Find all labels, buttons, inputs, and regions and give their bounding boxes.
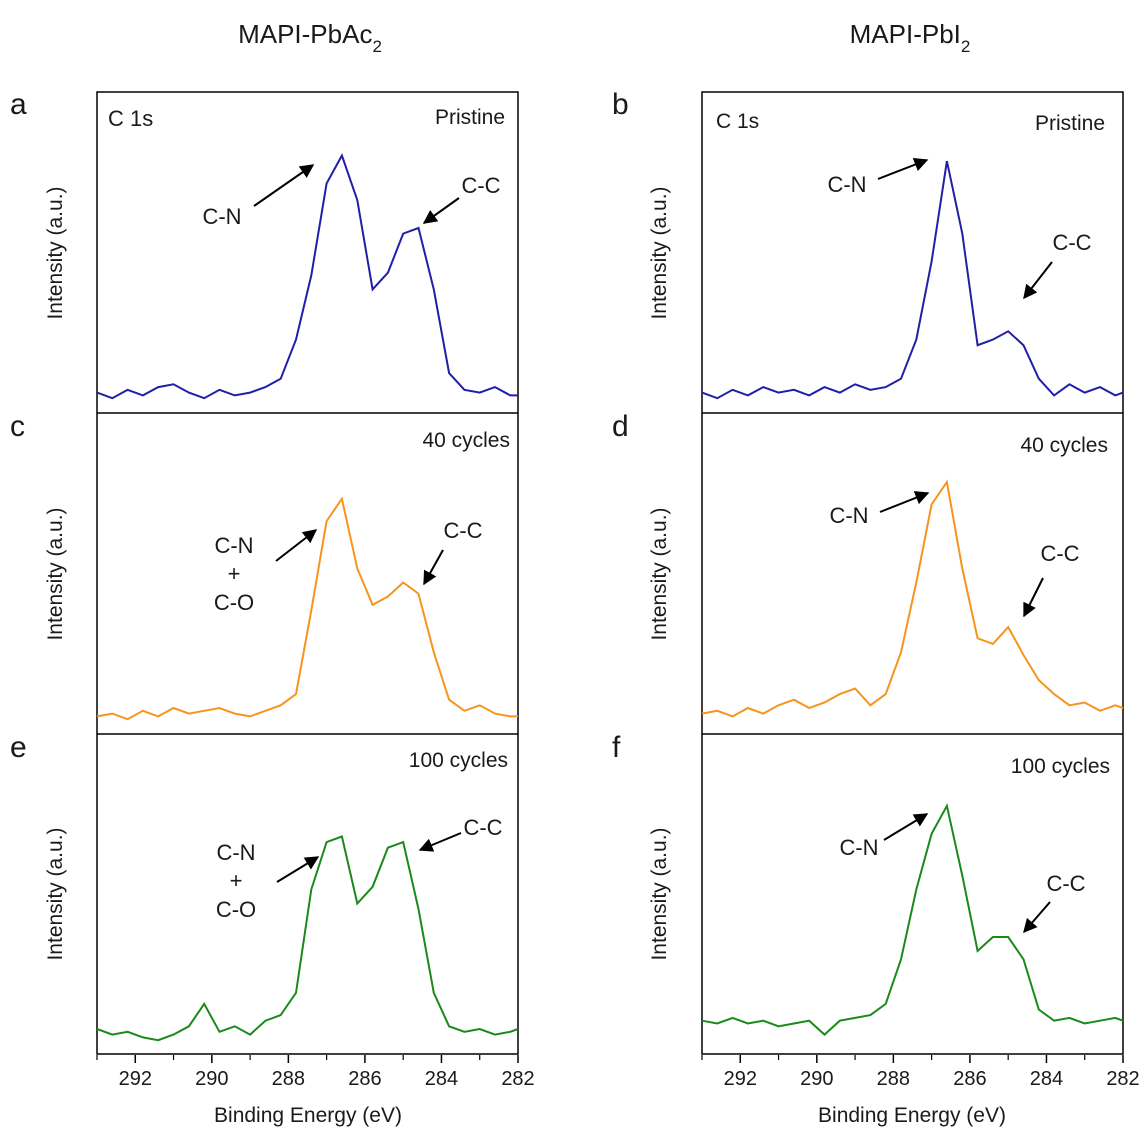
x-tick-marks xyxy=(96,1055,1124,1063)
spectrum-line-e xyxy=(96,835,519,1042)
annotation-cn-b: C-N xyxy=(827,172,866,197)
tick-label: 282 xyxy=(1106,1068,1139,1090)
x-ticks-left: 292 290 288 286 284 282 xyxy=(119,1068,535,1090)
x-ticks-right: 292 290 288 286 284 282 xyxy=(724,1068,1140,1090)
annotation-plus-c: + xyxy=(228,561,241,586)
spectrum-line-c xyxy=(96,496,518,721)
arrow-cn-c xyxy=(275,529,318,562)
frame-right xyxy=(701,91,1124,1055)
spectrum-line-d xyxy=(701,479,1124,718)
ylabel-a: Intensity (a.u.) xyxy=(44,186,67,319)
tick-label: 288 xyxy=(272,1068,305,1090)
annotation-co-c: C-O xyxy=(214,590,254,615)
panel-letter-b: b xyxy=(612,88,629,121)
panel-letter-a: a xyxy=(10,88,27,121)
annotation-cn-c: C-N xyxy=(214,533,253,558)
xlabel-left: Binding Energy (eV) xyxy=(214,1104,402,1127)
element-label-b: C 1s xyxy=(716,110,759,133)
annotation-cc-c: C-C xyxy=(443,518,482,543)
arrow-cc-e xyxy=(418,832,462,852)
annotation-cc-e: C-C xyxy=(463,815,502,840)
arrow-cn-a xyxy=(253,164,315,207)
arrow-cc-b xyxy=(1023,261,1053,300)
annotation-cc-d: C-C xyxy=(1040,541,1079,566)
column-title-left: MAPI-PbAc2 xyxy=(238,19,382,56)
condition-label-e: 100 cycles xyxy=(409,749,508,772)
tick-label: 292 xyxy=(119,1068,152,1090)
annotation-plus-e: + xyxy=(230,868,243,893)
annotation-cn-e: C-N xyxy=(216,840,255,865)
arrow-cn-f xyxy=(883,813,929,841)
spectrum-line-f xyxy=(701,803,1124,1036)
spectrum-line-a xyxy=(96,153,518,400)
annotation-cn-a: C-N xyxy=(202,204,241,229)
arrow-cn-b xyxy=(877,158,929,180)
annotation-cn-f: C-N xyxy=(839,835,878,860)
ylabel-e: Intensity (a.u.) xyxy=(44,827,67,960)
condition-label-a: Pristine xyxy=(435,106,505,129)
annotation-cc-a: C-C xyxy=(461,173,500,198)
tick-label: 284 xyxy=(1030,1068,1063,1090)
annotation-cc-b: C-C xyxy=(1052,230,1091,255)
xlabel-right: Binding Energy (eV) xyxy=(818,1104,1006,1127)
column-title-right: MAPI-PbI2 xyxy=(850,19,971,56)
tick-label: 286 xyxy=(348,1068,381,1090)
ylabel-b: Intensity (a.u.) xyxy=(648,186,671,319)
panel-letter-e: e xyxy=(10,731,27,764)
annotation-cn-d: C-N xyxy=(829,503,868,528)
tick-label: 292 xyxy=(724,1068,757,1090)
element-label-a: C 1s xyxy=(108,106,153,131)
arrow-cc-a xyxy=(422,197,460,224)
tick-label: 282 xyxy=(501,1068,534,1090)
panel-letter-c: c xyxy=(10,410,25,443)
tick-label: 288 xyxy=(877,1068,910,1090)
arrow-cc-c xyxy=(423,549,444,586)
tick-label: 290 xyxy=(800,1068,833,1090)
panel-letter-f: f xyxy=(612,731,621,764)
ylabel-c: Intensity (a.u.) xyxy=(44,507,67,640)
frame-left xyxy=(96,91,519,1055)
tick-label: 286 xyxy=(953,1068,986,1090)
annotation-cc-f: C-C xyxy=(1046,871,1085,896)
arrow-cn-e xyxy=(276,856,320,883)
arrow-cc-d xyxy=(1023,577,1044,618)
spectrum-line-b xyxy=(701,160,1124,400)
condition-label-c: 40 cycles xyxy=(422,429,510,452)
ylabel-d: Intensity (a.u.) xyxy=(648,507,671,640)
tick-label: 284 xyxy=(425,1068,458,1090)
arrow-cc-f xyxy=(1023,901,1051,934)
panel-letter-d: d xyxy=(612,410,629,443)
condition-label-b: Pristine xyxy=(1035,112,1105,135)
ylabel-f: Intensity (a.u.) xyxy=(648,827,671,960)
annotation-co-e: C-O xyxy=(216,897,256,922)
condition-label-d: 40 cycles xyxy=(1020,434,1108,457)
arrow-cn-d xyxy=(879,491,930,513)
tick-label: 290 xyxy=(195,1068,228,1090)
condition-label-f: 100 cycles xyxy=(1011,755,1110,778)
